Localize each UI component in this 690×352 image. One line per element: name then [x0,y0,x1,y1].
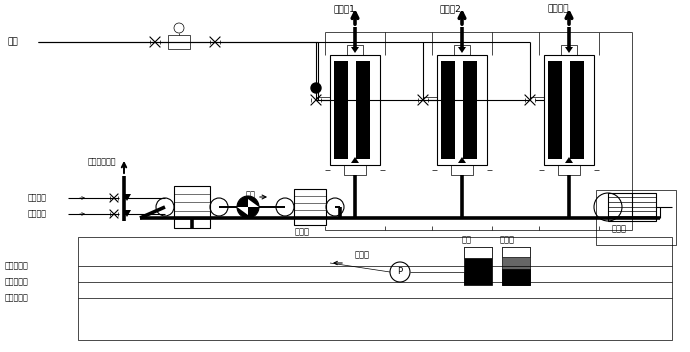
Circle shape [311,83,321,93]
Polygon shape [237,207,248,215]
Text: 冷凝器: 冷凝器 [612,225,627,233]
Bar [558,165,580,175]
Polygon shape [248,199,259,207]
Polygon shape [565,157,573,163]
Bar [464,247,492,258]
Bar [347,45,363,55]
Bar [502,269,530,285]
Text: 吸附器2: 吸附器2 [440,5,462,13]
Polygon shape [351,157,359,163]
Text: P: P [397,268,402,277]
Bar [78,237,672,340]
Text: 蔭汽: 蔭汽 [8,38,19,46]
Polygon shape [123,194,131,201]
Bar [502,247,530,285]
Polygon shape [565,47,573,53]
Text: 储槽: 储槽 [462,235,472,245]
Text: 溶剂回收液: 溶剂回收液 [5,262,29,270]
Text: 低温尾气: 低温尾气 [28,209,47,219]
Text: 高温尾气: 高温尾气 [28,194,47,202]
Polygon shape [458,157,466,163]
Bar [608,193,656,221]
Bar [344,165,366,175]
Polygon shape [351,47,359,53]
Bar [451,165,473,175]
Text: 事故尾气排放: 事故尾气排放 [88,157,117,166]
Bar [330,55,380,165]
Bar [464,247,492,285]
Text: 冷却器: 冷却器 [295,227,310,237]
Bar [334,61,348,159]
Bar [174,186,210,228]
Text: 分层槽: 分层槽 [500,235,515,245]
Bar [168,35,190,49]
Bar [454,45,470,55]
Bar [356,61,370,159]
Bar [544,55,594,165]
Text: 吸附器３: 吸附器３ [547,5,569,13]
Circle shape [237,196,259,218]
Text: 吸附器1: 吸附器1 [333,5,355,13]
Bar [437,55,487,165]
Polygon shape [458,47,466,53]
Text: 冷却水回水: 冷却水回水 [5,294,29,302]
Polygon shape [123,210,131,217]
Bar [502,247,530,257]
Bar [570,61,584,159]
Bar [294,189,326,225]
Text: 冷却水上水: 冷却水上水 [5,277,29,287]
Bar [548,61,562,159]
Bar [596,190,676,245]
Text: 空气: 空气 [246,190,256,200]
Bar [463,61,477,159]
Bar [441,61,455,159]
Text: 排液泵: 排液泵 [355,251,370,259]
Bar [561,45,577,55]
